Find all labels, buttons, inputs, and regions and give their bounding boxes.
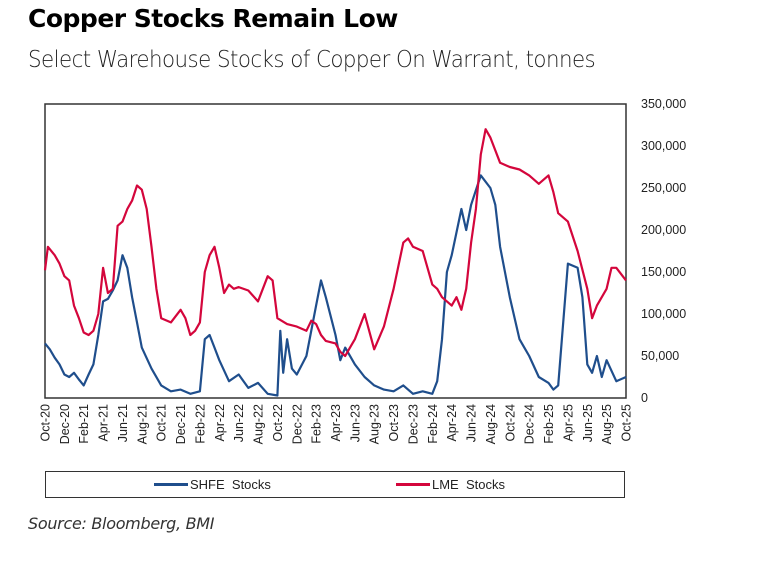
x-tick-label: Feb-25 [542,404,556,444]
x-tick-label: Apr-23 [329,404,343,442]
series-line-lme [43,128,627,358]
x-tick-label: Jun-25 [581,404,595,442]
legend-label-lme: LME Stocks [432,477,505,492]
x-tick-label: Dec-23 [406,404,420,444]
x-tick-label: Feb-23 [310,404,324,444]
x-tick-label: Dec-24 [523,404,537,444]
x-tick-label: Jun-22 [232,404,246,442]
series-line-shfe [44,174,627,397]
x-tick-label: Dec-21 [174,404,188,444]
series-layer [43,128,627,397]
chart-area: 0 50,000 100,000 150,000 200,000 250,000 300,0… [39,97,687,444]
legend: SHFE Stocks LME Stocks [45,471,625,498]
x-tick-label: Jun-23 [348,404,362,442]
y-tick-label: 50,000 [641,349,679,363]
x-tick-label: Aug-23 [368,404,382,444]
x-tick-label: Oct-25 [620,404,634,442]
x-tick-label: Dec-20 [58,404,72,444]
legend-swatch-lme [396,483,430,486]
x-tick-label: Feb-24 [426,404,440,444]
x-tick-label: Apr-24 [445,404,459,442]
x-axis: Oct-20 Dec-20 Feb-21 Apr-21 Jun-21 Aug-21 Oct-… [39,404,634,444]
x-tick-label: Oct-23 [387,404,401,442]
x-tick-label: Apr-22 [213,404,227,442]
y-tick-label: 0 [641,391,648,405]
legend-item-lme: LME Stocks [396,477,505,492]
y-tick-label: 350,000 [641,97,686,111]
y-axis: 0 50,000 100,000 150,000 200,000 250,000 300,0… [641,97,686,405]
y-tick-label: 200,000 [641,223,686,237]
y-tick-label: 250,000 [641,181,686,195]
x-tick-label: Jun-21 [116,404,130,442]
legend-label-shfe: SHFE Stocks [190,477,271,492]
x-tick-label: Dec-22 [290,404,304,444]
x-tick-label: Apr-25 [561,404,575,442]
chart-title: Copper Stocks Remain Low [28,4,398,33]
x-tick-label: Feb-22 [193,404,207,444]
x-tick-label: Aug-24 [484,404,498,444]
legend-swatch-shfe [154,483,188,486]
y-tick-label: 100,000 [641,307,686,321]
x-tick-label: Aug-25 [600,404,614,444]
plot-frame [44,103,627,399]
legend-item-shfe: SHFE Stocks [154,477,271,492]
x-tick-label: Feb-21 [77,404,91,444]
x-tick-label: Oct-20 [39,404,53,442]
y-tick-label: 150,000 [641,265,686,279]
y-tick-label: 300,000 [641,139,686,153]
x-tick-label: Aug-21 [135,404,149,444]
x-tick-label: Jun-24 [465,404,479,442]
x-tick-label: Oct-24 [503,404,517,442]
x-tick-label: Oct-22 [271,404,285,442]
x-tick-label: Oct-21 [155,404,169,442]
x-tick-label: Aug-22 [252,404,266,444]
x-tick-label: Apr-21 [97,404,111,442]
chart-subtitle: Select Warehouse Stocks of Copper On War… [28,47,596,73]
source-note: Source: Bloomberg, BMI [28,514,215,533]
